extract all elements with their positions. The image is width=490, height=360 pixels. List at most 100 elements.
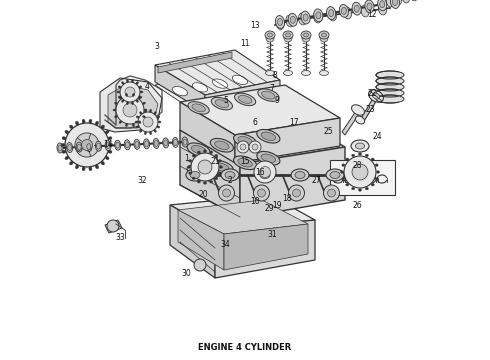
Ellipse shape — [378, 3, 387, 15]
Ellipse shape — [351, 105, 365, 115]
Circle shape — [222, 189, 230, 197]
Ellipse shape — [234, 134, 257, 148]
Ellipse shape — [192, 145, 206, 154]
Ellipse shape — [238, 136, 252, 145]
Ellipse shape — [372, 93, 380, 99]
Ellipse shape — [352, 187, 355, 190]
Ellipse shape — [182, 137, 188, 147]
Ellipse shape — [234, 156, 257, 170]
Circle shape — [81, 140, 93, 150]
Ellipse shape — [134, 139, 140, 149]
Ellipse shape — [351, 140, 369, 152]
Circle shape — [143, 117, 153, 127]
Text: 8: 8 — [272, 71, 277, 80]
Ellipse shape — [343, 7, 351, 19]
Ellipse shape — [125, 123, 127, 127]
Circle shape — [253, 185, 270, 201]
Text: 27: 27 — [311, 176, 321, 185]
Polygon shape — [205, 80, 280, 112]
Ellipse shape — [268, 33, 272, 37]
Polygon shape — [178, 210, 224, 270]
Ellipse shape — [87, 144, 91, 150]
Ellipse shape — [187, 143, 210, 157]
Ellipse shape — [131, 102, 134, 105]
Circle shape — [75, 133, 99, 157]
Circle shape — [252, 144, 258, 150]
Polygon shape — [105, 220, 122, 233]
Ellipse shape — [139, 121, 141, 123]
Text: 9: 9 — [274, 96, 279, 105]
Ellipse shape — [75, 165, 78, 169]
Ellipse shape — [342, 8, 346, 14]
Ellipse shape — [394, 0, 401, 5]
Circle shape — [123, 103, 137, 117]
Ellipse shape — [371, 158, 374, 161]
Ellipse shape — [211, 98, 232, 110]
Ellipse shape — [346, 158, 349, 161]
Text: 12: 12 — [368, 10, 377, 19]
Ellipse shape — [411, 0, 417, 1]
Ellipse shape — [212, 79, 228, 88]
Ellipse shape — [188, 166, 191, 168]
Ellipse shape — [61, 144, 65, 147]
Ellipse shape — [375, 177, 378, 180]
Ellipse shape — [314, 9, 323, 22]
Ellipse shape — [145, 109, 147, 112]
Polygon shape — [360, 95, 378, 123]
Text: 31: 31 — [267, 230, 277, 239]
Ellipse shape — [257, 130, 280, 143]
Ellipse shape — [203, 182, 206, 184]
Ellipse shape — [157, 116, 160, 118]
Circle shape — [327, 189, 336, 197]
Ellipse shape — [220, 166, 222, 168]
Ellipse shape — [330, 171, 340, 179]
Ellipse shape — [154, 140, 158, 147]
Ellipse shape — [183, 139, 187, 145]
Ellipse shape — [283, 31, 293, 39]
Ellipse shape — [143, 102, 146, 104]
Polygon shape — [235, 118, 340, 163]
Ellipse shape — [256, 169, 274, 181]
Ellipse shape — [366, 187, 368, 190]
Ellipse shape — [192, 154, 195, 157]
Ellipse shape — [118, 96, 121, 98]
Text: 30: 30 — [181, 269, 191, 278]
Ellipse shape — [291, 169, 309, 181]
Circle shape — [65, 123, 109, 167]
Ellipse shape — [352, 2, 361, 15]
Ellipse shape — [258, 89, 279, 102]
Ellipse shape — [108, 150, 112, 153]
Text: 14: 14 — [103, 140, 113, 149]
Ellipse shape — [367, 3, 372, 10]
Ellipse shape — [232, 75, 247, 85]
Ellipse shape — [352, 154, 355, 157]
Text: 1: 1 — [184, 154, 189, 163]
Ellipse shape — [277, 18, 283, 26]
Ellipse shape — [215, 177, 218, 180]
Ellipse shape — [402, 0, 410, 3]
Ellipse shape — [105, 130, 109, 134]
Ellipse shape — [286, 33, 291, 37]
Ellipse shape — [140, 91, 143, 93]
Circle shape — [107, 220, 119, 232]
Circle shape — [191, 153, 219, 181]
Polygon shape — [170, 195, 315, 230]
Ellipse shape — [210, 161, 233, 174]
Ellipse shape — [136, 116, 139, 118]
Ellipse shape — [136, 126, 139, 128]
Polygon shape — [180, 102, 235, 163]
Ellipse shape — [303, 14, 308, 21]
Ellipse shape — [149, 132, 151, 135]
Ellipse shape — [328, 9, 337, 21]
Circle shape — [266, 34, 274, 42]
Text: 20: 20 — [198, 190, 208, 199]
Ellipse shape — [215, 100, 229, 108]
Ellipse shape — [113, 109, 116, 111]
Ellipse shape — [235, 93, 256, 105]
Circle shape — [240, 144, 246, 150]
Circle shape — [260, 166, 270, 177]
Ellipse shape — [96, 165, 98, 169]
Ellipse shape — [391, 0, 399, 8]
Ellipse shape — [261, 132, 275, 140]
Ellipse shape — [376, 89, 404, 97]
